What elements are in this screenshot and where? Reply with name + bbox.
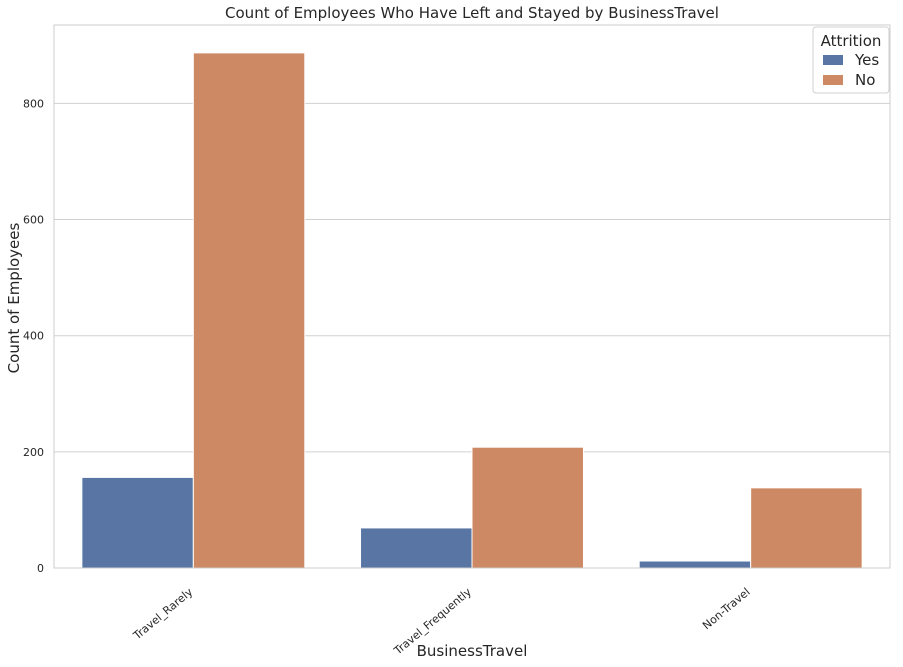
y-tick-label: 600 [23, 214, 44, 227]
plot-frame [53, 24, 891, 569]
bar-yes-travel_rarely [81, 476, 194, 569]
legend-label-no: No [855, 71, 875, 89]
legend-swatch-no [823, 75, 843, 85]
y-tick-label: 0 [37, 562, 44, 575]
legend-swatch-yes [823, 55, 843, 65]
y-tick-label: 200 [23, 446, 44, 459]
x-axis-label: BusinessTravel [417, 642, 528, 660]
bar-no-travel_frequently [471, 446, 584, 569]
bar-yes-travel_frequently [360, 527, 473, 569]
legend: Attrition Yes No [812, 26, 890, 94]
bar-no-travel_rarely [192, 52, 306, 569]
y-tick-label: 800 [23, 97, 44, 110]
x-tick-label: Non-Travel [700, 585, 752, 632]
chart-title: Count of Employees Who Have Left and Sta… [225, 4, 719, 22]
legend-title: Attrition [821, 32, 882, 50]
legend-items: Yes No [823, 51, 879, 89]
y-tick-labels: 0 200 400 600 800 [23, 97, 44, 575]
y-tick-label: 400 [23, 330, 44, 343]
bars [81, 52, 863, 569]
bar-yes-non-travel [638, 560, 752, 569]
bar-no-non-travel [750, 487, 863, 569]
x-tick-label: Travel_Rarely [130, 585, 195, 643]
y-axis-label: Count of Employees [5, 222, 23, 373]
legend-label-yes: Yes [854, 51, 879, 69]
